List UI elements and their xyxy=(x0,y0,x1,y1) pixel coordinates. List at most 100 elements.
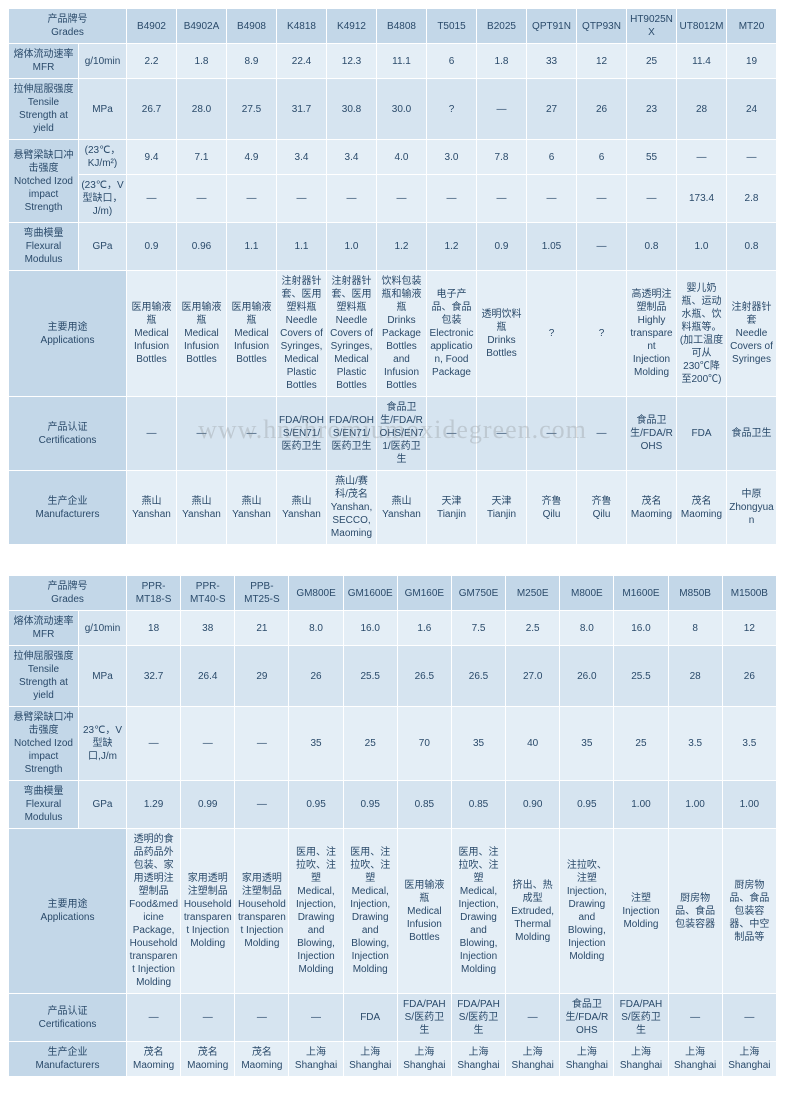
data-cell: 中原Zhongyuan xyxy=(727,471,777,545)
col-header: T5015 xyxy=(427,9,477,44)
row-label: 产品认证Certifications xyxy=(9,397,127,471)
data-cell: 9.4 xyxy=(127,140,177,175)
row-label: 拉伸屈服强度Tensile Strength at yield xyxy=(9,79,79,140)
data-cell: FDA/PAHS/医药卫生 xyxy=(451,994,505,1042)
row-unit: g/10min xyxy=(79,44,127,79)
data-cell: 23 xyxy=(627,79,677,140)
data-cell: 29 xyxy=(235,646,289,707)
data-cell: 医用输液瓶Medical Infusion Bottles xyxy=(177,271,227,397)
data-cell: — xyxy=(127,994,181,1042)
row-label: 悬臂梁缺口冲击强度Notched Izod impact Strength xyxy=(9,140,79,223)
row-label: 产品认证Certifications xyxy=(9,994,127,1042)
data-cell: 30.0 xyxy=(377,79,427,140)
data-cell: 0.99 xyxy=(181,781,235,829)
data-cell: 35 xyxy=(289,707,343,781)
data-cell: — xyxy=(235,994,289,1042)
data-cell: 茂名Maoming xyxy=(677,471,727,545)
data-cell: 25.5 xyxy=(343,646,397,707)
col-header: QPT91N xyxy=(527,9,577,44)
data-cell: 3.4 xyxy=(277,140,327,175)
data-cell: 上海Shanghai xyxy=(506,1042,560,1077)
data-cell: 注塑Injection Molding xyxy=(614,829,668,994)
data-cell: 1.1 xyxy=(277,223,327,271)
data-cell: 1.00 xyxy=(668,781,722,829)
data-cell: ? xyxy=(427,79,477,140)
data-cell: 食品卫生/FDA/ROHS xyxy=(627,397,677,471)
table-row: 弯曲模量Flexural ModulusGPa0.90.961.11.11.01… xyxy=(9,223,777,271)
data-cell: 28.0 xyxy=(177,79,227,140)
data-cell: 医用、注拉吹、注塑Medical, Injection, Drawing and… xyxy=(343,829,397,994)
data-cell: 3.5 xyxy=(722,707,776,781)
data-cell: — xyxy=(177,175,227,223)
data-cell: — xyxy=(668,994,722,1042)
data-cell: 家用透明注塑制品Household transparent Injection … xyxy=(235,829,289,994)
row-label: 拉伸屈服强度Tensile Strength at yield xyxy=(9,646,79,707)
col-header: B2025 xyxy=(477,9,527,44)
data-cell: 4.0 xyxy=(377,140,427,175)
data-cell: 注拉吹、注塑Injection, Drawing and Blowing, In… xyxy=(560,829,614,994)
data-cell: — xyxy=(627,175,677,223)
data-cell: 0.95 xyxy=(289,781,343,829)
data-cell: 6 xyxy=(427,44,477,79)
data-cell: 1.00 xyxy=(722,781,776,829)
data-cell: — xyxy=(227,175,277,223)
data-cell: 燕山Yanshan xyxy=(227,471,277,545)
data-cell: 燕山Yanshan xyxy=(177,471,227,545)
col-header: PPR-MT18-S xyxy=(127,576,181,611)
table-row: (23℃，V型缺口，J/m)———————————173.42.8 xyxy=(9,175,777,223)
data-cell: — xyxy=(377,175,427,223)
table-row: 弯曲模量Flexural ModulusGPa1.290.99—0.950.95… xyxy=(9,781,777,829)
data-cell: 3.0 xyxy=(427,140,477,175)
data-cell: — xyxy=(277,175,327,223)
data-cell: 2.8 xyxy=(727,175,777,223)
data-cell: 26.5 xyxy=(397,646,451,707)
table-row: 熔体流动速率MFRg/10min2.21.88.922.412.311.161.… xyxy=(9,44,777,79)
data-cell: 茂名Maoming xyxy=(235,1042,289,1077)
data-cell: 食品卫生 xyxy=(727,397,777,471)
data-cell: — xyxy=(327,175,377,223)
row-label: 悬臂梁缺口冲击强度Notched Izod impact Strength xyxy=(9,707,79,781)
spec-table-2: 产品牌号Grades PPR-MT18-S PPR-MT40-S PPB-MT2… xyxy=(8,575,777,1077)
data-cell: 1.2 xyxy=(377,223,427,271)
data-cell: 25.5 xyxy=(614,646,668,707)
table-row: 产品认证Certifications———FDA/ROHS/EN71/医药卫生F… xyxy=(9,397,777,471)
data-cell: 2.2 xyxy=(127,44,177,79)
data-cell: 3.4 xyxy=(327,140,377,175)
row-label: 熔体流动速率MFR xyxy=(9,611,79,646)
data-cell: 8.0 xyxy=(289,611,343,646)
data-cell: 12 xyxy=(722,611,776,646)
data-cell: 40 xyxy=(506,707,560,781)
data-cell: — xyxy=(127,397,177,471)
data-cell: — xyxy=(577,397,627,471)
data-cell: 3.5 xyxy=(668,707,722,781)
table-row: 主要用途Applications透明的食品药品外包装、家用透明注塑制品Food&… xyxy=(9,829,777,994)
col-header: HT9025NX xyxy=(627,9,677,44)
data-cell: 0.96 xyxy=(177,223,227,271)
data-cell: 24 xyxy=(727,79,777,140)
table-row: 悬臂梁缺口冲击强度Notched Izod impact Strength(23… xyxy=(9,140,777,175)
data-cell: 厨房物品、食品包装容器 xyxy=(668,829,722,994)
data-cell: — xyxy=(235,707,289,781)
data-cell: 12 xyxy=(577,44,627,79)
data-cell: 1.6 xyxy=(397,611,451,646)
data-cell: 上海Shanghai xyxy=(289,1042,343,1077)
col-header: PPB-MT25-S xyxy=(235,576,289,611)
data-cell: 食品卫生/FDA/ROHS/EN71/医药卫生 xyxy=(377,397,427,471)
data-cell: 22.4 xyxy=(277,44,327,79)
data-cell: 齐鲁Qilu xyxy=(527,471,577,545)
data-cell: 1.8 xyxy=(477,44,527,79)
spec-table-1: 产品牌号Grades B4902 B4902A B4908 K4818 K491… xyxy=(8,8,777,545)
row-unit: 23℃，V型缺口,J/m xyxy=(79,707,127,781)
data-cell: — xyxy=(235,781,289,829)
data-cell: 19 xyxy=(727,44,777,79)
col-header: M850B xyxy=(668,576,722,611)
data-cell: 医用、注拉吹、注塑Medical, Injection, Drawing and… xyxy=(289,829,343,994)
data-cell: 0.9 xyxy=(127,223,177,271)
data-cell: 上海Shanghai xyxy=(668,1042,722,1077)
data-cell: 26 xyxy=(722,646,776,707)
data-cell: FDA xyxy=(677,397,727,471)
data-cell: 上海Shanghai xyxy=(343,1042,397,1077)
col-header: MT20 xyxy=(727,9,777,44)
data-cell: 27 xyxy=(527,79,577,140)
data-cell: 茂名Maoming xyxy=(181,1042,235,1077)
